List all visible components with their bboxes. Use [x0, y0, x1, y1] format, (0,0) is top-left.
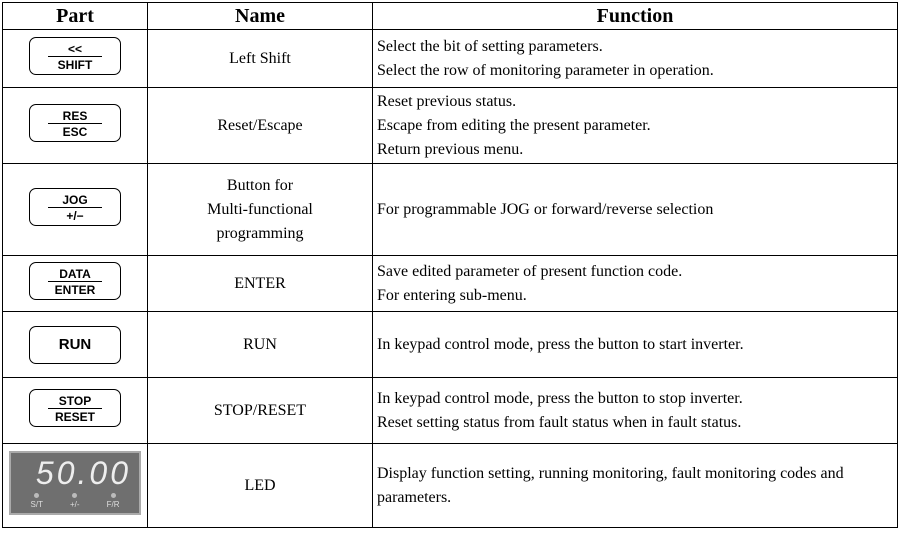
name-cell: STOP/RESET [147, 377, 373, 444]
key-bottom-label: +/− [66, 209, 84, 223]
part-cell: STOP RESET [2, 377, 148, 444]
function-line: In keypad control mode, press the button… [377, 335, 744, 353]
table-row: << SHIFT Left Shift Select the bit of setti… [2, 29, 898, 88]
key-button: << SHIFT [29, 37, 121, 75]
key-button: JOG +/− [29, 188, 121, 226]
key-divider [48, 56, 102, 57]
name-line: LED [244, 476, 276, 494]
part-cell: JOG +/− [2, 163, 148, 256]
function-cell: In keypad control mode, press the button… [372, 377, 898, 444]
part-cell: RES ESC [2, 87, 148, 164]
name-line: programming [216, 224, 304, 242]
table-row: DATA ENTER ENTER Save edited parameter of p… [2, 255, 898, 312]
name-line: Multi-functional [207, 200, 313, 218]
name-cell: Button for Multi-functional programming [147, 163, 373, 256]
led-panel: 50.00 S/T +/- F/R [9, 451, 141, 515]
key-bottom-label: ESC [62, 125, 88, 139]
column-header: Function [372, 2, 898, 30]
function-cell: For programmable JOG or forward/reverse … [372, 163, 898, 256]
column-header: Name [147, 2, 373, 30]
key-divider [48, 207, 102, 208]
table-row: RES ESC Reset/Escape Reset previous status.… [2, 87, 898, 164]
key-button: RES ESC [29, 104, 121, 142]
function-line: In keypad control mode, press the button… [377, 389, 743, 407]
function-line: Reset setting status from fault status w… [377, 413, 742, 431]
column-header: Part [2, 2, 148, 30]
key-bottom-label: ENTER [54, 283, 96, 297]
name-cell: Left Shift [147, 29, 373, 88]
key-bottom-label: SHIFT [57, 58, 93, 72]
name-line: ENTER [234, 274, 286, 292]
part-cell: DATA ENTER [2, 255, 148, 312]
name-cell: LED [147, 443, 373, 528]
part-cell: 50.00 S/T +/- F/R [2, 443, 148, 528]
name-line: STOP/RESET [213, 401, 307, 419]
function-line: Return previous menu. [377, 140, 524, 158]
function-line: Escape from editing the present paramete… [377, 116, 651, 134]
key-top-label: << [67, 42, 82, 56]
key-button: RUN [29, 325, 121, 364]
led-digits: 50.00 [35, 455, 131, 491]
name-cell: RUN [147, 311, 373, 378]
name-line: Left Shift [229, 49, 291, 67]
key-top-label: RES [62, 109, 88, 123]
function-line: Select the bit of setting parameters. [377, 37, 603, 55]
function-cell: Save edited parameter of present functio… [372, 255, 898, 312]
table-row: 50.00 S/T +/- F/R LED Display function settin… [2, 443, 898, 528]
key-top-label: DATA [59, 267, 91, 281]
function-line: Display function setting, running monito… [377, 464, 844, 506]
key-divider [48, 123, 102, 124]
name-cell: ENTER [147, 255, 373, 312]
key-top-label: JOG [62, 193, 88, 207]
table-row: RUN RUN In keypad control mode, press the … [2, 311, 898, 378]
function-cell: Select the bit of setting parameters. Sel… [372, 29, 898, 88]
function-cell: In keypad control mode, press the button… [372, 311, 898, 378]
function-line: Select the row of monitoring parameter i… [377, 61, 714, 79]
key-button: DATA ENTER [29, 262, 121, 300]
key-divider [48, 281, 102, 282]
table-row: JOG +/− Button for Multi-functional programm… [2, 163, 898, 256]
key-divider [48, 408, 102, 409]
name-line: RUN [243, 335, 277, 353]
name-cell: Reset/Escape [147, 87, 373, 164]
part-cell: RUN [2, 311, 148, 378]
name-line: Reset/Escape [217, 116, 303, 134]
indicator-label: F/R [107, 493, 120, 509]
key-table: Part Name Function << SHIFT Left Shift Select … [2, 2, 898, 528]
function-line: Save edited parameter of present functio… [377, 262, 683, 280]
function-line: Reset previous status. [377, 92, 517, 110]
indicator-label: +/- [70, 493, 80, 509]
header-row: Part Name Function [2, 2, 898, 30]
part-cell: << SHIFT [2, 29, 148, 88]
function-line: For programmable JOG or forward/reverse … [377, 200, 714, 218]
function-cell: Display function setting, running monito… [372, 443, 898, 528]
function-cell: Reset previous status. Escape from editin… [372, 87, 898, 164]
key-top-label: STOP [58, 394, 92, 408]
led-indicators: S/T +/- F/R [17, 493, 133, 509]
indicator-label: S/T [31, 493, 43, 509]
name-line: Button for [226, 176, 294, 194]
table-body: << SHIFT Left Shift Select the bit of setti… [2, 29, 898, 528]
key-bottom-label: RESET [54, 410, 95, 424]
key-button: STOP RESET [29, 389, 121, 427]
function-line: For entering sub-menu. [377, 286, 527, 304]
table-row: STOP RESET STOP/RESET In keypad control mod… [2, 377, 898, 444]
